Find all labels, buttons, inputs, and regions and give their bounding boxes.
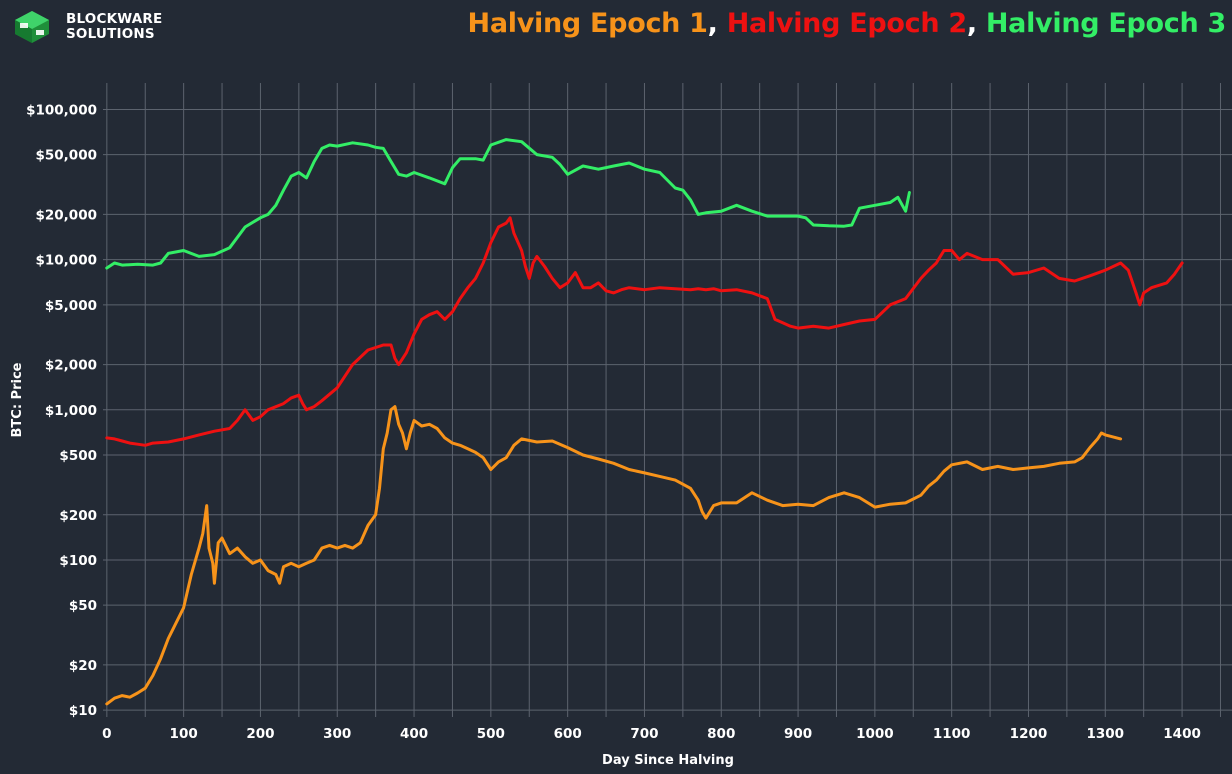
x-tick-label: 1000 xyxy=(856,726,894,742)
y-tick-label: $50,000 xyxy=(36,148,98,164)
title-separator-1: , xyxy=(707,8,727,39)
y-axis-label: BTC: Price xyxy=(10,362,25,437)
title-epoch-3: Halving Epoch 3 xyxy=(985,8,1226,39)
x-axis-label: Day Since Halving xyxy=(602,753,734,768)
title-epoch-2: Halving Epoch 2 xyxy=(726,8,967,39)
y-tick-label: $10,000 xyxy=(36,253,98,269)
series-line-epoch-3 xyxy=(105,138,911,270)
x-tick-label: 100 xyxy=(170,726,198,742)
series-layer xyxy=(105,138,1184,706)
y-tick-label: $10 xyxy=(69,703,97,719)
y-tick-label: $50 xyxy=(69,598,97,614)
x-tick-label: 600 xyxy=(554,726,582,742)
y-tick-label: $20 xyxy=(69,658,97,674)
y-tick-label: $100,000 xyxy=(26,102,97,118)
x-tick-label: 700 xyxy=(630,726,658,742)
y-tick-label: $1,000 xyxy=(45,403,97,419)
x-tick-label: 800 xyxy=(707,726,735,742)
blockware-logo-icon xyxy=(15,11,49,43)
y-tick-label: $100 xyxy=(59,553,97,569)
x-tick-label: 400 xyxy=(400,726,428,742)
y-tick-label: $20,000 xyxy=(36,207,98,223)
y-tick-label: $200 xyxy=(59,508,97,524)
chart-title: Halving Epoch 1, Halving Epoch 2, Halvin… xyxy=(467,8,1227,39)
x-tick-label: 1100 xyxy=(933,726,971,742)
grid xyxy=(103,83,1232,717)
brand-logo: BLOCKWARE SOLUTIONS xyxy=(4,10,162,44)
x-tick-label: 0 xyxy=(102,726,111,742)
y-tick-label: $5,000 xyxy=(45,298,97,314)
x-tick-label: 1300 xyxy=(1086,726,1124,742)
x-tick-label: 900 xyxy=(784,726,812,742)
series-line-epoch-2 xyxy=(105,216,1184,447)
brand-line-2: SOLUTIONS xyxy=(66,26,155,42)
x-tick-label: 300 xyxy=(323,726,351,742)
title-epoch-1: Halving Epoch 1 xyxy=(467,8,708,39)
series-line-epoch-1 xyxy=(105,405,1123,706)
title-separator-2: , xyxy=(966,8,986,39)
y-tick-label: $500 xyxy=(59,448,97,464)
brand-line-1: BLOCKWARE xyxy=(66,11,163,27)
x-tick-label: 200 xyxy=(246,726,274,742)
x-tick-label: 1200 xyxy=(1010,726,1048,742)
y-tick-label: $2,000 xyxy=(45,358,97,374)
x-tick-label: 1400 xyxy=(1163,726,1201,742)
tick-labels: $10 $20 $50 $100 $200 $500 $1,000 $2,000 $5,000 $… xyxy=(26,102,1201,742)
x-tick-label: 500 xyxy=(477,726,505,742)
